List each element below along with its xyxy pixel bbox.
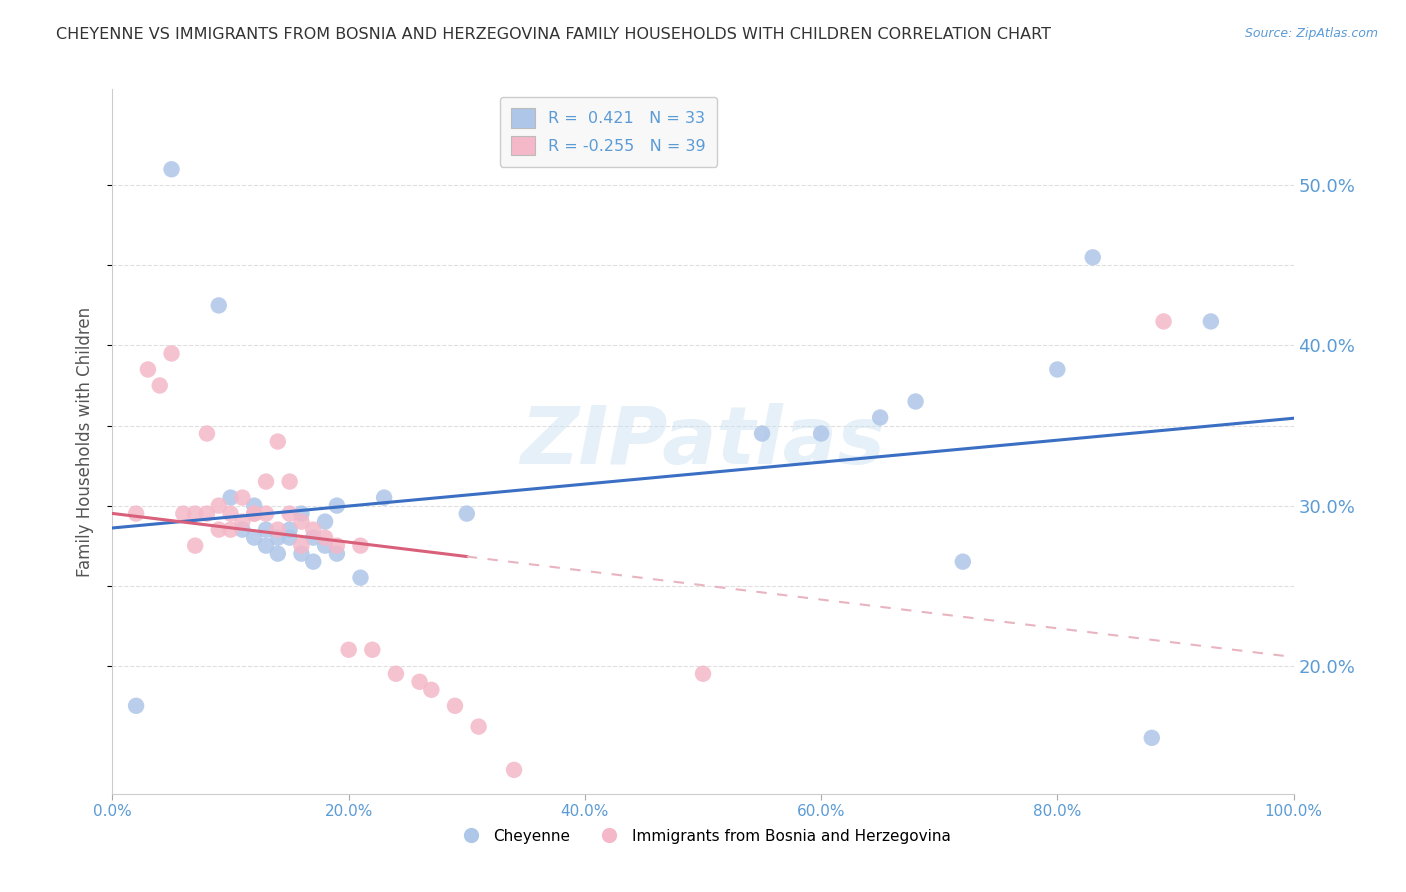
Point bbox=[302, 531, 325, 545]
Point bbox=[184, 507, 207, 521]
Point bbox=[208, 298, 231, 312]
Point bbox=[136, 362, 159, 376]
Point bbox=[1153, 314, 1175, 328]
Point bbox=[314, 515, 336, 529]
Point bbox=[349, 539, 371, 553]
Point bbox=[456, 507, 478, 521]
Point bbox=[314, 539, 336, 553]
Point bbox=[254, 475, 277, 489]
Point bbox=[219, 507, 242, 521]
Point bbox=[314, 531, 336, 545]
Text: ZIPatlas: ZIPatlas bbox=[520, 402, 886, 481]
Point bbox=[1081, 251, 1104, 265]
Point bbox=[337, 642, 360, 657]
Point bbox=[444, 698, 467, 713]
Point bbox=[1046, 362, 1069, 376]
Point bbox=[195, 507, 218, 521]
Point bbox=[290, 515, 312, 529]
Point bbox=[231, 515, 253, 529]
Point bbox=[420, 682, 443, 697]
Point bbox=[243, 507, 266, 521]
Point bbox=[326, 539, 349, 553]
Point bbox=[149, 378, 172, 392]
Point bbox=[302, 523, 325, 537]
Text: CHEYENNE VS IMMIGRANTS FROM BOSNIA AND HERZEGOVINA FAMILY HOUSEHOLDS WITH CHILDR: CHEYENNE VS IMMIGRANTS FROM BOSNIA AND H… bbox=[56, 27, 1052, 42]
Point bbox=[904, 394, 927, 409]
Point bbox=[125, 698, 148, 713]
Point bbox=[302, 555, 325, 569]
Point bbox=[219, 523, 242, 537]
Point bbox=[208, 499, 231, 513]
Point bbox=[243, 499, 266, 513]
Point bbox=[195, 426, 218, 441]
Point bbox=[290, 539, 312, 553]
Point bbox=[125, 507, 148, 521]
Legend: Cheyenne, Immigrants from Bosnia and Herzegovina: Cheyenne, Immigrants from Bosnia and Her… bbox=[450, 822, 956, 850]
Point bbox=[869, 410, 891, 425]
Point bbox=[278, 531, 301, 545]
Point bbox=[373, 491, 395, 505]
Point bbox=[326, 499, 349, 513]
Point bbox=[208, 523, 231, 537]
Point bbox=[278, 523, 301, 537]
Point bbox=[160, 162, 183, 177]
Point bbox=[267, 531, 290, 545]
Point bbox=[254, 539, 277, 553]
Point bbox=[810, 426, 832, 441]
Point bbox=[243, 531, 266, 545]
Point bbox=[326, 547, 349, 561]
Point bbox=[1140, 731, 1163, 745]
Point bbox=[385, 666, 408, 681]
Point bbox=[349, 571, 371, 585]
Point bbox=[952, 555, 974, 569]
Point bbox=[1199, 314, 1222, 328]
Point bbox=[278, 507, 301, 521]
Point bbox=[231, 491, 253, 505]
Point bbox=[692, 666, 714, 681]
Point bbox=[361, 642, 384, 657]
Point bbox=[172, 507, 194, 521]
Point bbox=[160, 346, 183, 360]
Text: Source: ZipAtlas.com: Source: ZipAtlas.com bbox=[1244, 27, 1378, 40]
Point bbox=[267, 434, 290, 449]
Point bbox=[290, 507, 312, 521]
Point bbox=[184, 539, 207, 553]
Point bbox=[231, 523, 253, 537]
Point bbox=[267, 547, 290, 561]
Point bbox=[267, 523, 290, 537]
Point bbox=[278, 475, 301, 489]
Point bbox=[467, 720, 489, 734]
Point bbox=[254, 507, 277, 521]
Point bbox=[751, 426, 773, 441]
Point bbox=[290, 547, 312, 561]
Point bbox=[219, 491, 242, 505]
Point bbox=[408, 674, 430, 689]
Point bbox=[254, 523, 277, 537]
Point bbox=[243, 507, 266, 521]
Y-axis label: Family Households with Children: Family Households with Children bbox=[76, 307, 94, 576]
Point bbox=[503, 763, 526, 777]
